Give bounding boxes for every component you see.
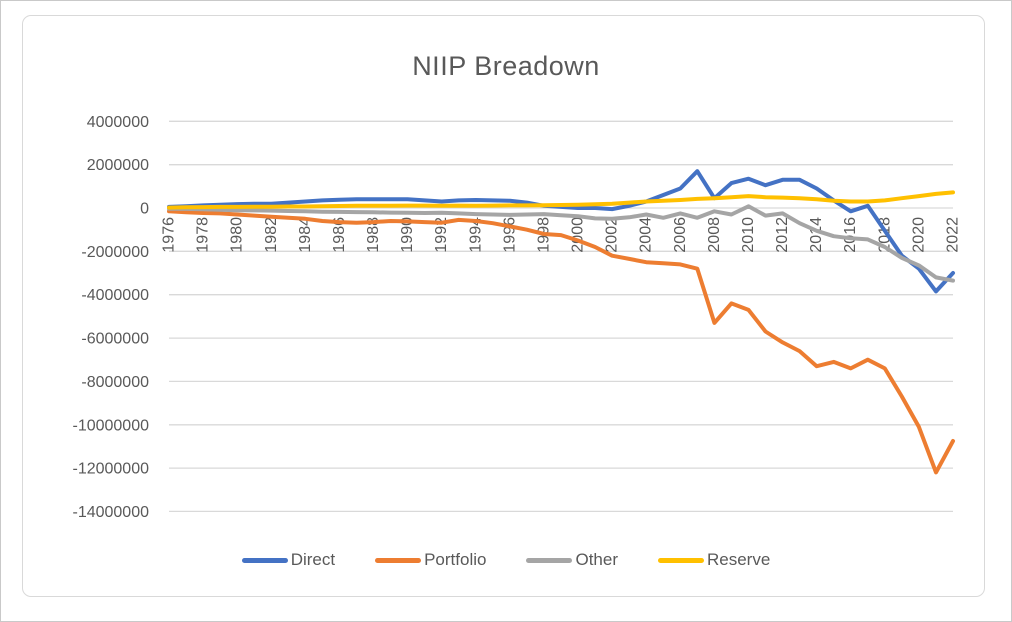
legend: Direct Portfolio Other Reserve (1, 550, 1011, 570)
legend-item-reserve: Reserve (658, 550, 770, 570)
x-axis-tick-label: 1988 (365, 217, 382, 253)
y-axis-tick-label: 4000000 (87, 114, 149, 131)
legend-label-direct: Direct (290, 550, 336, 569)
x-axis-tick-label: 1976 (161, 217, 178, 253)
x-axis-tick-label: 2014 (808, 217, 825, 253)
x-axis-tick-label: 2022 (945, 217, 962, 253)
x-axis-tick-label: 2002 (604, 217, 621, 253)
y-axis-tick-label: 2000000 (87, 157, 149, 174)
series-line-reserve (167, 190, 955, 210)
legend-label-other: Other (575, 550, 618, 569)
x-axis-tick-label: 2010 (740, 217, 757, 253)
legend-item-direct: Direct (241, 550, 336, 570)
series-line-other (167, 204, 955, 283)
legend-label-reserve: Reserve (707, 550, 771, 569)
y-axis-tick-label: -14000000 (72, 504, 149, 521)
legend-marker-reserve-icon (658, 557, 704, 563)
x-axis-tick-label: 1982 (263, 217, 280, 253)
legend-marker-direct-icon (241, 557, 288, 563)
x-axis-tick-label: 2004 (638, 217, 655, 253)
legend-marker-portfolio-icon (375, 557, 422, 563)
y-axis-tick-label: 0 (140, 201, 149, 218)
x-axis-tick-label: 1996 (501, 217, 518, 253)
x-axis-tick-label: 2020 (910, 217, 927, 253)
x-axis-tick-label: 1994 (467, 217, 484, 253)
x-axis-tick-label: 2016 (842, 217, 859, 253)
legend-item-portfolio: Portfolio (375, 550, 486, 570)
series-line-direct (167, 169, 955, 294)
x-axis-tick-label: 2012 (774, 217, 791, 253)
series-line-portfolio (167, 209, 955, 475)
x-axis-tick-label: 1978 (195, 217, 212, 253)
y-axis-tick-label: -2000000 (81, 244, 149, 261)
y-axis-tick-label: -4000000 (81, 287, 149, 304)
y-axis-tick-label: -6000000 (81, 331, 149, 348)
x-axis-tick-label: 1984 (297, 217, 314, 253)
x-axis-tick-label: 1992 (433, 217, 450, 253)
chart-title: NIIP Breadown (412, 51, 600, 81)
y-axis-tick-label: -10000000 (72, 417, 149, 434)
legend-label-portfolio: Portfolio (424, 550, 487, 569)
x-axis-tick-label: 2000 (570, 217, 587, 253)
legend-item-other: Other (526, 550, 618, 570)
y-axis-tick-label: -12000000 (72, 461, 149, 478)
y-axis-tick-label: -8000000 (81, 374, 149, 391)
x-axis-tick-label: 2008 (706, 217, 723, 253)
x-axis-tick-label: 1986 (331, 217, 348, 253)
x-axis-tick-label: 1990 (399, 217, 416, 253)
x-axis-tick-label: 2006 (672, 217, 689, 253)
chart-frame (22, 15, 985, 597)
x-axis-tick-label: 1980 (229, 217, 246, 253)
legend-marker-other-icon (526, 557, 573, 563)
